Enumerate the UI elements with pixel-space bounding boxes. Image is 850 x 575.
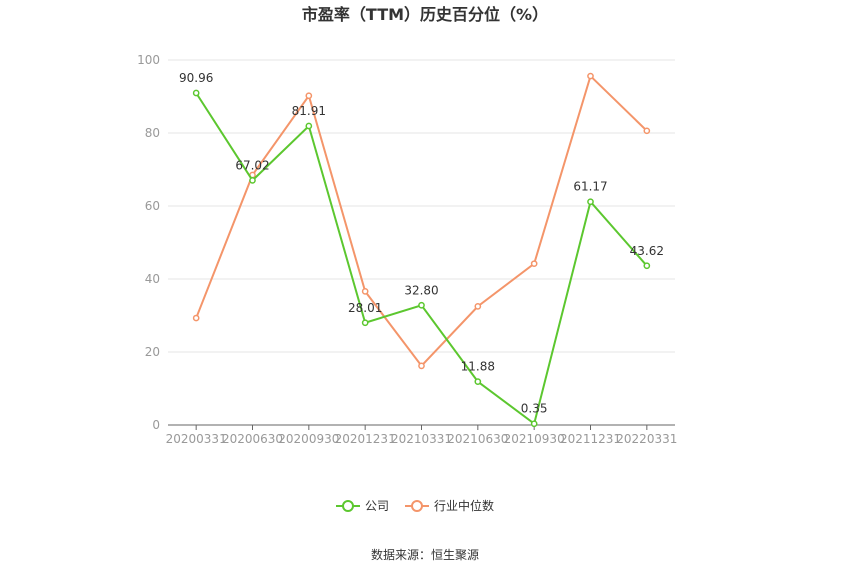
data-point: [474, 303, 482, 310]
y-tick-label: 60: [145, 199, 160, 213]
data-point: [192, 89, 200, 97]
data-point: [249, 177, 256, 184]
data-point: [530, 260, 538, 268]
x-axis: 2020033120200630202009302020123120210331…: [166, 424, 677, 446]
data-point: [643, 127, 651, 135]
y-tick-label: 20: [145, 345, 160, 359]
data-point: [361, 288, 369, 295]
series-0: 90.96 67.02 81.91 28.01 32.80 11.88 0.35 61.17 4…: [179, 71, 664, 428]
legend-item-0: 公司: [336, 499, 389, 513]
chart-title: 市盈率（TTM）历史百分位（%）: [302, 5, 548, 24]
y-axis: 0 20 40 60 80 100: [137, 53, 160, 432]
data-label: 81.91: [292, 104, 326, 118]
data-point: [418, 362, 425, 370]
grid: [168, 59, 675, 353]
data-point: [643, 262, 651, 270]
legend: 公司 行业中位数: [336, 498, 494, 513]
data-label: 43.62: [630, 244, 664, 258]
series-line-1: [195, 74, 648, 368]
y-tick-label: 40: [145, 272, 160, 286]
legend-item-1: 行业中位数: [405, 498, 494, 513]
data-label: 11.88: [461, 360, 495, 374]
source-note: 数据来源：恒生聚源: [371, 547, 479, 562]
x-tick-label: 20210630: [447, 432, 508, 446]
series-line-0: [195, 92, 648, 426]
data-point: [418, 301, 425, 309]
x-tick-label: 20200630: [222, 432, 283, 446]
data-point: [474, 378, 482, 385]
y-tick-label: 0: [152, 418, 160, 432]
data-label: 67.02: [235, 158, 269, 172]
x-tick-label: 20211231: [560, 432, 621, 446]
x-tick-label: 20200331: [166, 432, 227, 446]
data-point: [587, 72, 594, 80]
x-tick-label: 20220331: [616, 432, 677, 446]
data-point: [305, 122, 313, 130]
y-tick-label: 100: [137, 53, 160, 67]
series-1: [192, 72, 651, 370]
legend-marker: [411, 500, 423, 512]
legend-label: 公司: [365, 499, 389, 513]
data-label: 90.96: [179, 71, 213, 85]
x-tick-label: 20200930: [278, 432, 339, 446]
y-tick-label: 80: [145, 126, 160, 140]
data-point: [305, 92, 313, 100]
x-tick-label: 20210930: [504, 432, 565, 446]
data-label: 0.35: [521, 402, 548, 416]
legend-marker: [342, 500, 354, 512]
data-point: [361, 319, 369, 327]
data-label: 61.17: [573, 180, 607, 194]
series-group: 90.96 67.02 81.91 28.01 32.80 11.88 0.35 61.17 4…: [179, 71, 664, 428]
data-point: [530, 420, 538, 428]
legend-label: 行业中位数: [434, 498, 494, 513]
x-tick-label: 20210331: [391, 432, 452, 446]
x-tick-label: 20201231: [335, 432, 396, 446]
data-label: 28.01: [348, 301, 382, 315]
data-point: [587, 198, 594, 206]
data-point: [192, 314, 200, 322]
data-label: 32.80: [404, 283, 438, 297]
